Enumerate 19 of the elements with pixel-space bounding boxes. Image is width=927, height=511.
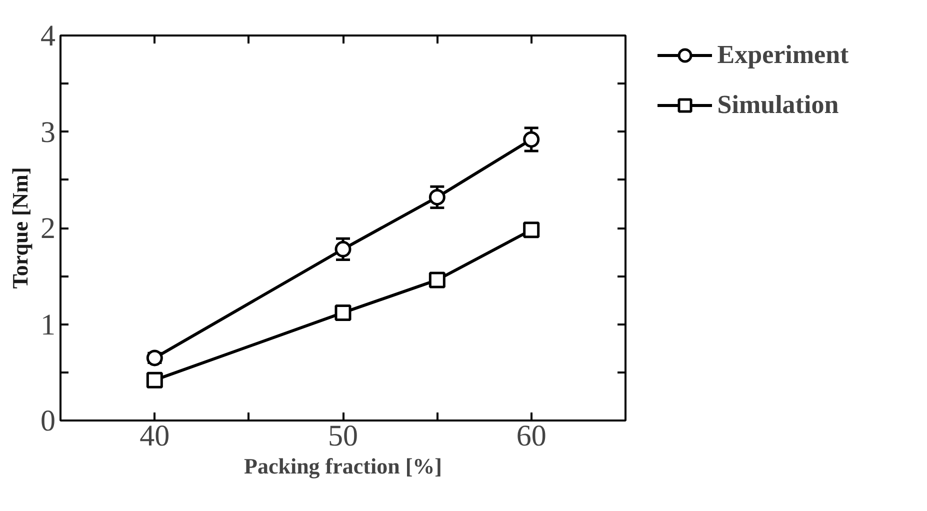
x-axis-title: Packing fraction [%] xyxy=(244,454,442,478)
y-tick-label: 4 xyxy=(40,20,56,52)
point xyxy=(523,131,540,148)
x-tick-label: 60 xyxy=(516,420,546,452)
y-tick-label: 3 xyxy=(40,116,56,149)
x-tick-label: 40 xyxy=(140,420,170,452)
y-axis-title: Torque [Nm] xyxy=(8,167,32,289)
point xyxy=(428,188,446,206)
x-tick-label: 50 xyxy=(328,420,358,452)
y-tick-label: 1 xyxy=(40,308,56,342)
point xyxy=(523,222,540,238)
point xyxy=(334,240,352,258)
point xyxy=(428,272,446,288)
y-tick-label: 2 xyxy=(40,212,56,245)
legend-label: Experiment xyxy=(717,40,849,70)
point xyxy=(146,372,163,388)
legend-label: Simulation xyxy=(717,90,839,120)
y-tick-label: 0 xyxy=(40,404,56,438)
point xyxy=(334,304,352,321)
